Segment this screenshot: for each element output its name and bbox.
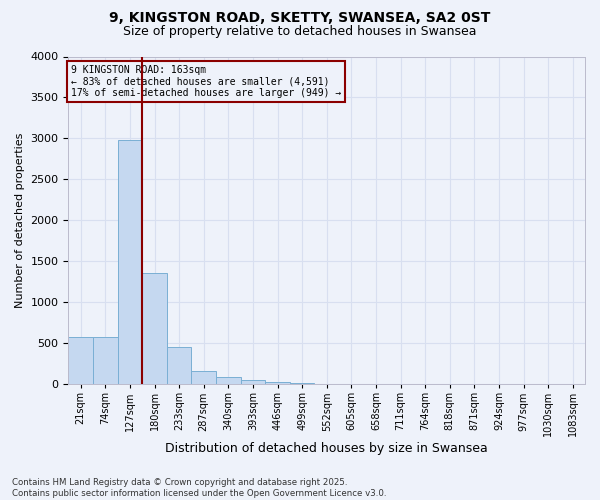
Y-axis label: Number of detached properties: Number of detached properties <box>15 132 25 308</box>
Text: 9, KINGSTON ROAD, SKETTY, SWANSEA, SA2 0ST: 9, KINGSTON ROAD, SKETTY, SWANSEA, SA2 0… <box>109 12 491 26</box>
Bar <box>241 380 265 384</box>
Bar <box>142 273 167 384</box>
Bar <box>68 336 93 384</box>
Bar <box>191 370 216 384</box>
Bar <box>93 336 118 384</box>
Text: 9 KINGSTON ROAD: 163sqm
← 83% of detached houses are smaller (4,591)
17% of semi: 9 KINGSTON ROAD: 163sqm ← 83% of detache… <box>71 64 341 98</box>
Bar <box>118 140 142 384</box>
Text: Contains HM Land Registry data © Crown copyright and database right 2025.
Contai: Contains HM Land Registry data © Crown c… <box>12 478 386 498</box>
X-axis label: Distribution of detached houses by size in Swansea: Distribution of detached houses by size … <box>166 442 488 455</box>
Text: Size of property relative to detached houses in Swansea: Size of property relative to detached ho… <box>123 25 477 38</box>
Bar <box>167 348 191 384</box>
Bar <box>265 382 290 384</box>
Bar <box>216 377 241 384</box>
